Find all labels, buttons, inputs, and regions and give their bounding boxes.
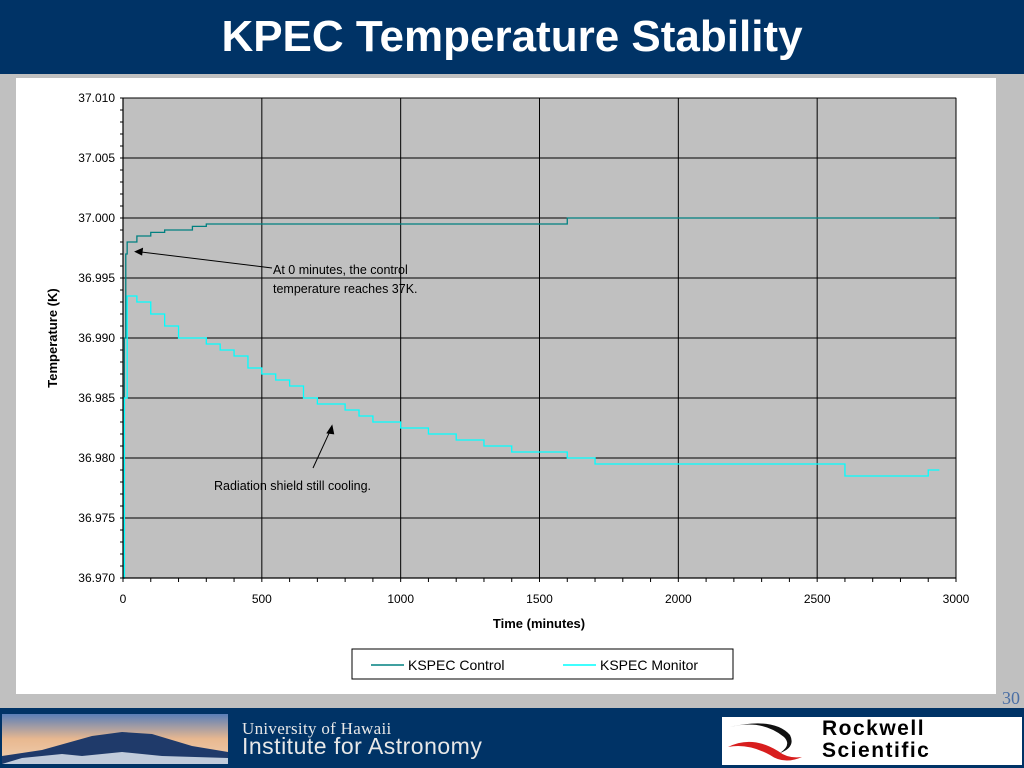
annotation-arrowhead-control [134,247,144,256]
rockwell-swoosh-icon [728,723,802,761]
annotation-control-line2: temperature reaches 37K. [273,282,418,296]
y-tick-label: 36.980 [78,451,115,465]
temperature-chart: 36.970 36.975 36.980 36.985 36.990 36.995 37.0… [45,91,970,680]
x-tick-label: 0 [120,592,127,606]
legend-label-monitor: KSPEC Monitor [600,657,698,673]
rockwell-scientific-logo: Rockwell Scientific [722,717,1022,765]
page-number: 30 [1002,688,1020,708]
x-tick-label: 500 [252,592,272,606]
x-axis-label: Time (minutes) [493,616,585,631]
annotation-control-line1: At 0 minutes, the control [273,263,408,277]
x-tick-label: 3000 [943,592,970,606]
institute-name: Institute for Astronomy [242,733,483,759]
y-tick-label: 36.975 [78,511,115,525]
slide-title: KPEC Temperature Stability [221,12,803,61]
series-layer [123,217,940,579]
y-tick-label: 37.000 [78,211,115,225]
annotation-arrowhead-monitor [326,424,335,435]
university-name: University of Hawaii [242,719,392,738]
legend: KSPEC Control KSPEC Monitor [351,648,734,680]
y-tick-label: 37.010 [78,91,115,105]
series-line-control [123,217,940,579]
y-tick-label: 36.985 [78,391,115,405]
legend-box [351,648,734,680]
partner-name-line1: Rockwell [822,717,926,740]
y-axis-label: Temperature (K) [45,288,60,387]
x-tick-label: 2500 [804,592,831,606]
x-tick-label: 2000 [665,592,692,606]
y-tick-label: 36.970 [78,571,115,585]
grid-lines [122,97,957,579]
legend-label-control: KSPEC Control [408,657,504,673]
y-tick-label: 37.005 [78,151,115,165]
title-bar [0,0,1024,74]
axes: 36.970 36.975 36.980 36.985 36.990 36.995 37.0… [78,91,969,606]
series-line-monitor [123,295,940,579]
annotations: At 0 minutes, the control temperature re… [134,247,418,493]
annotation-monitor-text: Radiation shield still cooling. [214,479,371,493]
y-tick-label: 36.995 [78,271,115,285]
annotation-arrow-monitor [312,428,332,469]
y-tick-label: 36.990 [78,331,115,345]
x-tick-label: 1500 [526,592,553,606]
annotation-arrow-control [138,251,273,269]
x-tick-label: 1000 [387,592,414,606]
chart-panel: 36.970 36.975 36.980 36.985 36.990 36.995 37.0… [16,78,996,694]
partner-name-line2: Scientific [822,739,931,762]
mauna-kea-image [2,714,228,764]
